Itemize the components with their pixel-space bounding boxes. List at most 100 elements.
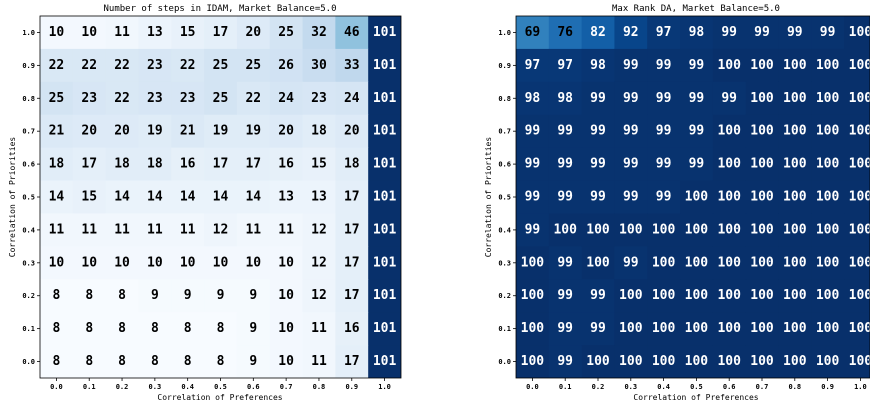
heatmap-cell	[368, 213, 401, 247]
y-tick-label: 0.5	[22, 194, 35, 202]
heatmap-cell	[302, 312, 336, 346]
cell-value-label: 11	[311, 321, 327, 336]
cell-value-label: 101	[373, 222, 397, 237]
cell-value-label: 100	[652, 321, 676, 336]
cell-value-label: 98	[557, 91, 573, 106]
cell-value-label: 100	[783, 91, 807, 106]
cell-value-label: 25	[49, 91, 65, 106]
heatmap-cell	[844, 48, 870, 83]
heatmap-cell	[269, 48, 304, 83]
heatmap-cell	[72, 114, 107, 149]
cell-value-label: 8	[118, 321, 126, 336]
heatmap-cell	[548, 312, 583, 346]
cell-value-label: 100	[750, 157, 774, 172]
cell-value-label: 100	[849, 157, 870, 172]
cell-value-label: 10	[49, 255, 65, 270]
cell-value-label: 20	[245, 25, 261, 40]
cell-value-label: 9	[217, 288, 225, 303]
heatmap-cell	[647, 147, 681, 182]
heatmap-cell	[335, 147, 369, 182]
heatmap-cell	[105, 345, 140, 378]
cell-value-label: 101	[373, 58, 397, 73]
heatmap-cell	[712, 246, 747, 280]
heatmap-cell	[40, 246, 74, 280]
x-tick-label: 0.3	[149, 383, 162, 391]
heatmap-cell	[40, 345, 74, 378]
heatmap-cell	[811, 213, 845, 247]
cell-value-label: 16	[180, 157, 196, 172]
cell-value-label: 100	[783, 321, 807, 336]
x-tick-label: 0.4	[181, 383, 194, 391]
heatmap-cell	[614, 312, 648, 346]
cell-value-label: 100	[816, 58, 840, 73]
cell-value-label: 14	[180, 190, 196, 205]
heatmap-cell	[72, 345, 107, 378]
heatmap-cell	[548, 16, 583, 50]
heatmap-cell	[581, 48, 615, 83]
heatmap-cell	[105, 147, 140, 182]
cell-value-label: 100	[750, 321, 774, 336]
x-tick-label: 0.8	[313, 383, 326, 391]
heatmap-cell	[548, 147, 583, 182]
x-tick-label: 0.3	[624, 383, 637, 391]
x-tick-label: 0.5	[214, 383, 227, 391]
heatmap-cell	[581, 114, 615, 149]
cell-value-label: 101	[373, 354, 397, 369]
heatmap-cell	[811, 279, 845, 313]
heatmap-cell	[516, 180, 550, 215]
heatmap-cell	[138, 114, 172, 149]
heatmap-cell	[614, 345, 648, 378]
heatmap-cell	[844, 16, 870, 50]
cell-value-label: 17	[344, 190, 360, 205]
heatmap-cell	[778, 180, 812, 215]
heatmap-cell	[516, 16, 550, 50]
heatmap-cell	[368, 48, 401, 83]
heatmap-cell	[680, 147, 714, 182]
cell-value-label: 30	[311, 58, 327, 73]
heatmap-cell	[204, 114, 238, 149]
cell-value-label: 100	[750, 58, 774, 73]
cell-value-label: 11	[147, 222, 163, 237]
heatmap-cell	[745, 312, 779, 346]
cell-value-label: 101	[373, 91, 397, 106]
heatmap-cell	[614, 16, 648, 50]
heatmap-cell	[269, 147, 304, 182]
x-tick-label: 0.2	[592, 383, 605, 391]
cell-value-label: 10	[81, 25, 97, 40]
cell-value-label: 100	[849, 321, 870, 336]
x-tick-label: 0.7	[756, 383, 769, 391]
heatmap-cell	[269, 16, 304, 50]
cell-value-label: 100	[750, 288, 774, 303]
cell-value-label: 99	[525, 222, 541, 237]
cell-value-label: 12	[311, 288, 327, 303]
cell-value-label: 100	[816, 288, 840, 303]
cell-value-label: 99	[689, 58, 705, 73]
heatmap-cell	[302, 246, 336, 280]
heatmap-cell	[204, 147, 238, 182]
heatmap-cell	[138, 16, 172, 50]
heatmap-cell	[171, 81, 205, 116]
cell-value-label: 100	[849, 25, 870, 40]
heatmap-cell	[138, 180, 172, 215]
heatmap-cell	[302, 345, 336, 378]
cell-value-label: 99	[557, 321, 573, 336]
cell-value-label: 100	[717, 190, 741, 205]
heatmap-cell	[40, 180, 74, 215]
cell-value-label: 100	[849, 124, 870, 139]
heatmap-cell	[647, 81, 681, 116]
heatmap-cell	[72, 246, 107, 280]
heatmap-cell	[844, 114, 870, 149]
heatmap-cell	[368, 16, 401, 50]
heatmap-cell	[811, 147, 845, 182]
heatmap-cell	[581, 279, 615, 313]
cell-value-label: 100	[816, 190, 840, 205]
cell-value-label: 9	[151, 288, 159, 303]
cell-value-label: 100	[685, 222, 709, 237]
heatmap-cell	[712, 81, 747, 116]
cell-value-label: 11	[81, 222, 97, 237]
cell-value-label: 99	[754, 25, 770, 40]
heatmap-cell	[138, 312, 172, 346]
cell-value-label: 23	[147, 58, 163, 73]
heatmap-cell	[302, 147, 336, 182]
